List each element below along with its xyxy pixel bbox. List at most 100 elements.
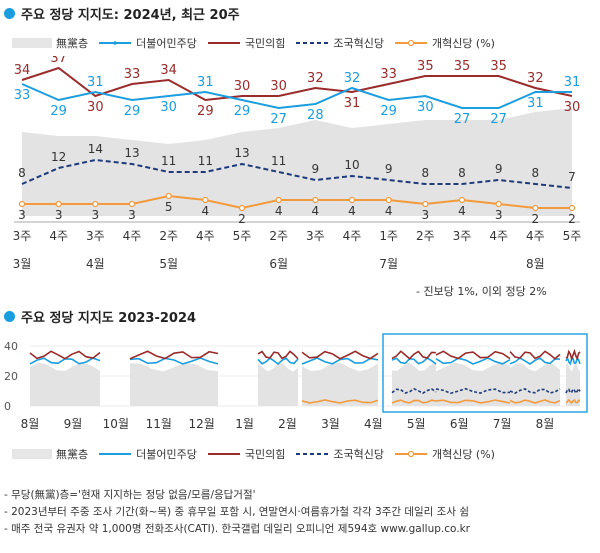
dem-data-label: 31 <box>87 75 104 90</box>
bullet-dot-icon <box>4 8 15 19</box>
reform-data-label: 2 <box>238 212 246 226</box>
reform-data-label: 3 <box>55 208 63 222</box>
reform-line <box>565 398 581 405</box>
month-label: 6월 <box>450 417 469 431</box>
reform-data-label: 3 <box>422 208 430 222</box>
legend-item-ppp: 국민의힘 <box>207 446 285 462</box>
ppp-data-label: 35 <box>490 59 507 74</box>
x-tick-label: 5주 <box>233 229 252 243</box>
month-label: 7월 <box>493 417 512 431</box>
ppp-data-label: 31 <box>344 96 361 111</box>
ppp-data-label: 30 <box>87 100 104 115</box>
month-label: 12월 <box>189 417 215 431</box>
rebuild-data-label: 12 <box>51 150 66 164</box>
reform-point <box>348 196 356 204</box>
month-label: 3월 <box>321 417 340 431</box>
reform-data-label: 2 <box>532 212 540 226</box>
ppp-data-label: 29 <box>197 104 214 119</box>
rebuild-line-swatch-icon <box>296 453 329 455</box>
reform-point <box>275 196 282 204</box>
reform-data-label: 4 <box>312 204 320 218</box>
legend-item-dem: 더불어민주당 <box>98 35 197 51</box>
month-label: 1월 <box>235 417 254 431</box>
legend-item-rebuild: 조국혁신당 <box>295 35 384 51</box>
x-tick-label: 2주 <box>269 229 288 243</box>
y-tick-label: 0 <box>4 400 11 413</box>
dem-data-label: 30 <box>160 100 177 115</box>
month-label: 3월 <box>13 257 32 271</box>
month-label: 11월 <box>146 417 172 431</box>
ppp-line <box>301 350 379 360</box>
dem-data-label: 28 <box>307 108 324 123</box>
x-tick-label: 2주 <box>416 229 435 243</box>
rebuild-line <box>565 387 581 395</box>
x-tick-label: 5주 <box>563 229 582 243</box>
ppp-line-swatch-icon <box>207 453 240 455</box>
dem-data-label: 29 <box>50 104 67 119</box>
footnote-line: - 매주 전국 유권자 약 1,000명 전화조사(CATI). 한국갤럽 데일… <box>4 523 470 535</box>
reform-point <box>55 200 62 208</box>
ppp-data-label: 30 <box>564 100 581 115</box>
reform-point <box>202 196 209 204</box>
ppp-line <box>21 66 573 102</box>
reform-line <box>391 399 437 404</box>
rebuild-data-label: 13 <box>234 146 249 160</box>
x-tick-label: 2주 <box>159 229 178 243</box>
dem-data-label: 29 <box>234 104 251 119</box>
ppp-data-label: 34 <box>14 63 31 78</box>
ppp-data-label: 33 <box>380 67 397 82</box>
dem-line-swatch-icon <box>99 41 132 45</box>
reform-point <box>385 196 392 204</box>
dem-line <box>257 357 299 366</box>
month-label: 10월 <box>103 417 129 431</box>
chart1-title: 주요 정당 지지도: 2024년, 최근 20주 <box>4 4 240 23</box>
rebuild-data-label: 8 <box>18 166 26 180</box>
dem-data-label: 27 <box>490 112 507 127</box>
reform-line <box>22 194 572 210</box>
reform-point <box>128 200 136 208</box>
ppp-data-label: 30 <box>270 79 287 94</box>
dem-line <box>21 83 572 110</box>
footnotes: - 무당(無黨)층='현재 지지하는 정당 없음/모름/응답거절' - 2023… <box>4 487 470 538</box>
recent-period-highlight <box>382 333 588 413</box>
month-label: 9월 <box>64 417 83 431</box>
ppp-line <box>391 350 437 360</box>
ppp-line <box>129 350 219 360</box>
rebuild-data-label: 11 <box>161 154 176 168</box>
area-swatch-icon <box>12 38 52 48</box>
legend-item-rebuild: 조국혁신당 <box>295 446 384 462</box>
reform-point <box>568 204 576 212</box>
reform-point <box>92 200 99 208</box>
footnote-line: - 무당(無黨)층='현재 지지하는 정당 없음/모름/응답거절' <box>4 489 256 501</box>
none-area <box>392 362 436 406</box>
rebuild-data-label: 9 <box>385 162 393 176</box>
reform-data-label: 3 <box>18 208 26 222</box>
ppp-data-label: 33 <box>124 67 141 82</box>
reform-data-label: 4 <box>458 204 466 218</box>
rebuild-data-label: 7 <box>568 170 576 184</box>
none-area <box>566 362 580 406</box>
ppp-line <box>509 350 561 360</box>
ppp-data-label: 32 <box>307 71 324 86</box>
x-tick-label: 4주 <box>526 229 545 243</box>
legend-item-none: 無黨층 <box>12 446 88 462</box>
reform-data-label: 4 <box>275 204 283 218</box>
x-tick-label: 3주 <box>306 229 325 243</box>
none-area <box>510 362 560 406</box>
x-tick-label: 3주 <box>13 229 32 243</box>
month-label: 5월 <box>159 257 178 271</box>
none-area <box>130 362 218 406</box>
rebuild-line <box>435 387 511 395</box>
x-tick-label: 3주 <box>453 229 472 243</box>
reform-data-label: 5 <box>165 200 173 214</box>
month-label: 8월 <box>536 417 555 431</box>
rebuild-data-label: 9 <box>495 162 503 176</box>
reform-line-swatch-icon <box>394 39 427 47</box>
x-tick-label: 3주 <box>86 229 105 243</box>
rebuild-data-label: 10 <box>344 158 359 172</box>
dem-data-label: 33 <box>14 88 31 103</box>
dem-data-label: 30 <box>417 100 434 115</box>
ppp-data-label: 34 <box>160 63 177 78</box>
dem-data-label: 29 <box>380 104 397 119</box>
